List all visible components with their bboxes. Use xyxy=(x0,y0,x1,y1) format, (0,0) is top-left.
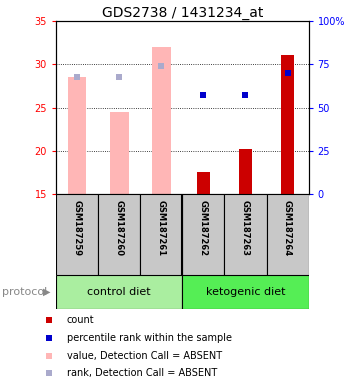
Text: GSM187264: GSM187264 xyxy=(283,200,292,257)
Bar xyxy=(110,112,129,194)
Text: GSM187260: GSM187260 xyxy=(115,200,123,257)
Text: GSM187259: GSM187259 xyxy=(73,200,82,257)
Bar xyxy=(140,194,182,275)
Bar xyxy=(56,275,182,309)
Bar xyxy=(152,47,171,194)
Text: control diet: control diet xyxy=(87,287,151,297)
Bar xyxy=(239,149,252,194)
Text: protocol: protocol xyxy=(2,287,47,297)
Text: GSM187262: GSM187262 xyxy=(199,200,208,257)
Text: GSM187263: GSM187263 xyxy=(241,200,250,257)
Text: percentile rank within the sample: percentile rank within the sample xyxy=(67,333,232,343)
Text: ketogenic diet: ketogenic diet xyxy=(206,287,285,297)
Title: GDS2738 / 1431234_at: GDS2738 / 1431234_at xyxy=(101,6,263,20)
Text: value, Detection Call = ABSENT: value, Detection Call = ABSENT xyxy=(67,351,222,361)
Bar xyxy=(197,172,210,194)
Text: count: count xyxy=(67,315,95,325)
Bar xyxy=(266,194,309,275)
Bar xyxy=(68,77,87,194)
Text: rank, Detection Call = ABSENT: rank, Detection Call = ABSENT xyxy=(67,368,217,378)
Bar xyxy=(182,194,225,275)
Bar xyxy=(182,275,309,309)
Text: ▶: ▶ xyxy=(43,287,51,297)
Bar xyxy=(281,55,294,194)
Text: GSM187261: GSM187261 xyxy=(157,200,166,257)
Bar xyxy=(56,194,98,275)
Bar xyxy=(225,194,266,275)
Bar xyxy=(98,194,140,275)
